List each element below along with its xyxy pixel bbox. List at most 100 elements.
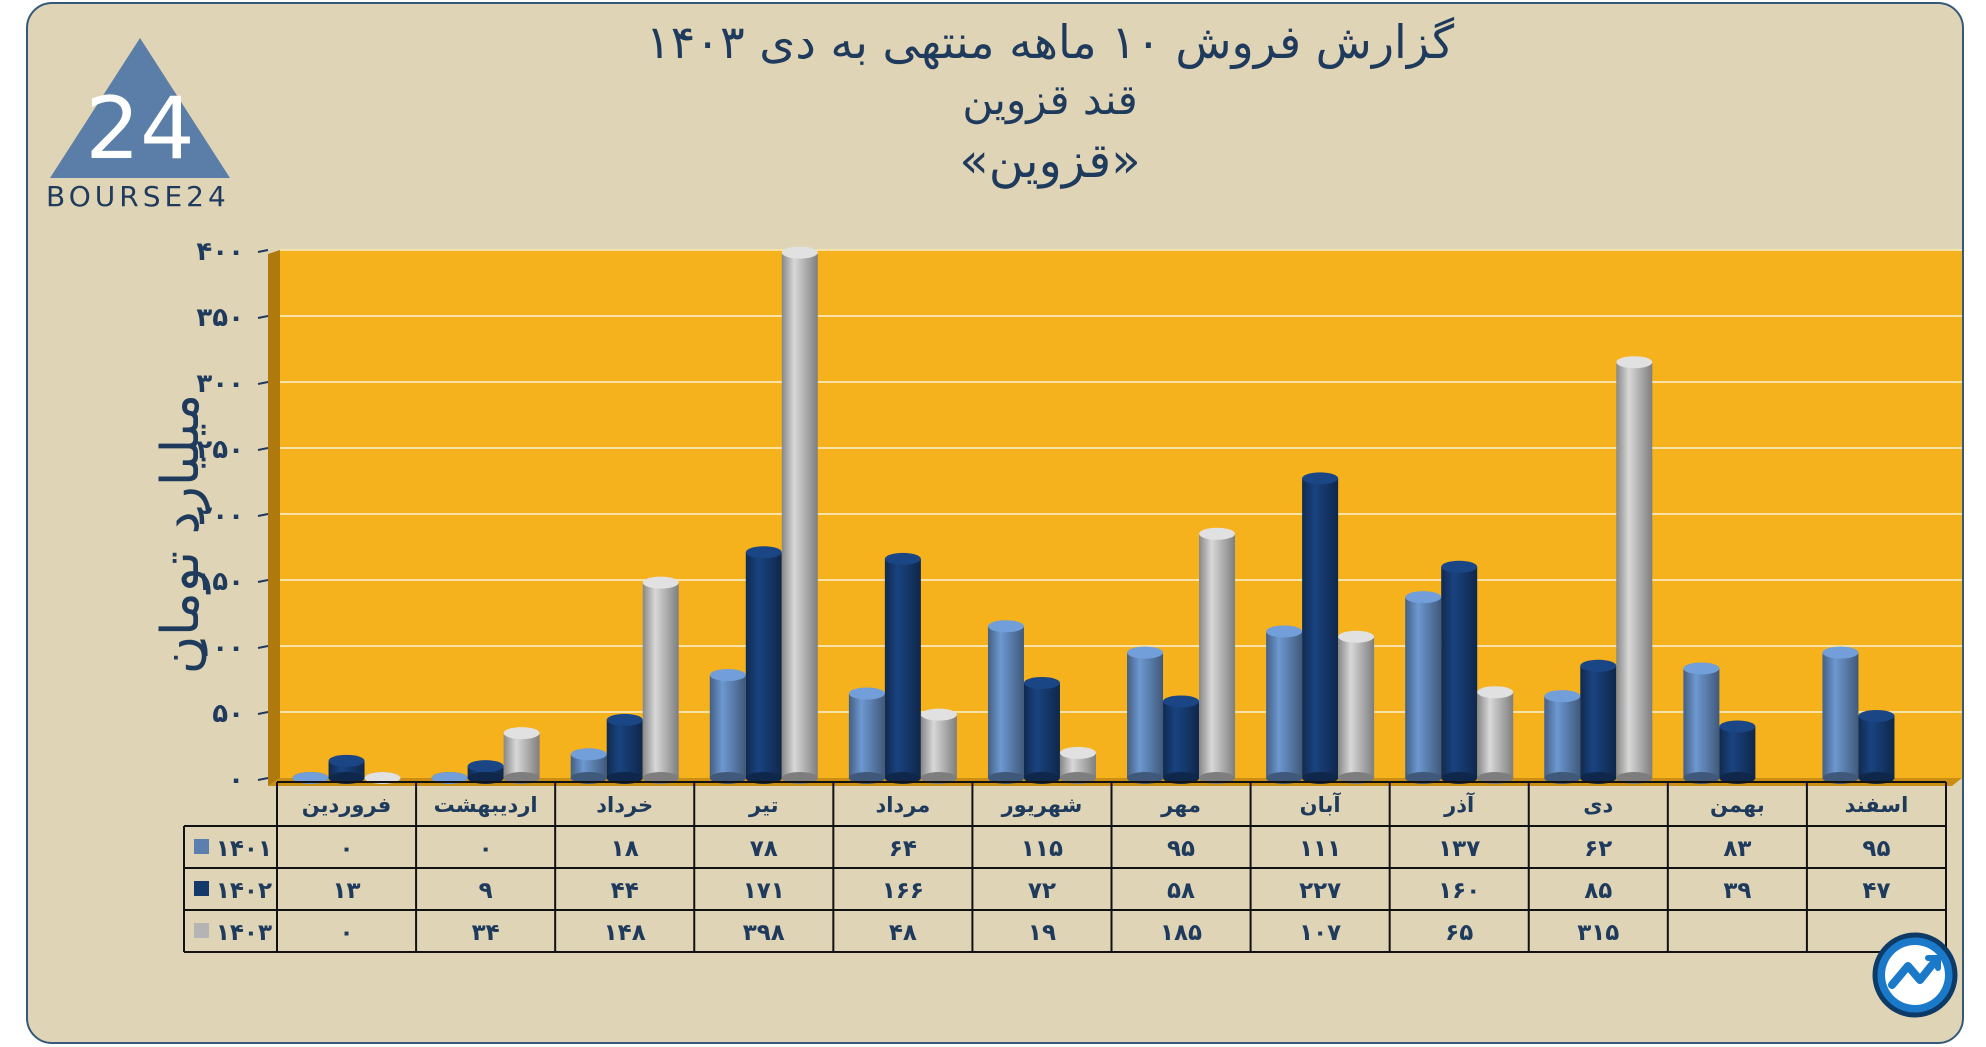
data-label: ۶۵ bbox=[1445, 920, 1473, 946]
data-label: ۱۰۷ bbox=[1299, 920, 1341, 946]
category-label: فروردین bbox=[302, 793, 392, 817]
bar-۱۴۰۳ bbox=[781, 246, 818, 784]
data-label: ۶۲ bbox=[1584, 836, 1612, 862]
legend-label: ۱۴۰۳ bbox=[216, 920, 272, 946]
bar-۱۴۰۲ bbox=[884, 552, 921, 784]
logo-mark: 24 bbox=[85, 79, 194, 179]
y-tick-mark bbox=[257, 447, 269, 451]
bar-۱۴۰۱ bbox=[987, 620, 1024, 784]
category-label: اردیبهشت bbox=[434, 793, 538, 817]
chart-title: گزارش فروش ۱۰ ماهه منتهی به دی ۱۴۰۳ bbox=[645, 15, 1455, 69]
data-label: ۱۷۱ bbox=[743, 878, 785, 904]
y-tick-label: ۲۵۰ bbox=[196, 435, 244, 465]
company-name: قند قزوین bbox=[962, 75, 1138, 124]
data-label: ۹ bbox=[479, 878, 493, 904]
data-label: ۳۹۸ bbox=[743, 920, 785, 946]
plot-left-wall bbox=[268, 250, 280, 786]
data-label: ۵۸ bbox=[1167, 878, 1195, 904]
data-label: ۱۳۷ bbox=[1438, 836, 1480, 862]
data-label: ۱۱۱ bbox=[1299, 836, 1341, 862]
bourse24-logo-icon: 24 bbox=[50, 38, 230, 179]
bar-۱۴۰۱ bbox=[1544, 690, 1581, 784]
y-tick-label: ۵۰ bbox=[212, 699, 244, 729]
y-tick-mark bbox=[257, 513, 269, 517]
bar-۱۴۰۱ bbox=[709, 669, 746, 784]
bar-۱۴۰۲ bbox=[1302, 472, 1339, 784]
category-label: مهر bbox=[1160, 793, 1201, 817]
data-table: فروردین اردیبهشت خرداد تیر مرداد شهریور مهر آبا… bbox=[183, 781, 1947, 953]
category-label: شهریور bbox=[1001, 793, 1083, 817]
logo-text: BOURSE24 bbox=[46, 180, 230, 213]
data-label: ۹۵ bbox=[1862, 836, 1890, 862]
bar-۱۴۰۲ bbox=[1580, 659, 1617, 784]
bar-۱۴۰۳ bbox=[1338, 630, 1375, 784]
bar-۱۴۰۲ bbox=[1441, 560, 1478, 784]
data-label: ۶۴ bbox=[889, 836, 917, 862]
trend-arrow-circle-icon[interactable] bbox=[1870, 930, 1960, 1020]
data-label: ۱۳ bbox=[333, 878, 361, 904]
category-label: تیر bbox=[748, 793, 779, 817]
bar-۱۴۰۱ bbox=[848, 687, 885, 784]
category-label: آذر bbox=[1443, 792, 1475, 817]
y-tick-label: ۱۰۰ bbox=[196, 633, 244, 663]
bar-۱۴۰۳ bbox=[1199, 527, 1236, 784]
y-tick-mark bbox=[257, 249, 269, 253]
y-tick-label: ۲۰۰ bbox=[196, 501, 244, 531]
bar-۱۴۰۱ bbox=[570, 748, 607, 784]
y-tick-label: ۰ bbox=[228, 765, 244, 795]
bar-۱۴۰۳ bbox=[642, 576, 679, 784]
data-label: ۰ bbox=[479, 836, 493, 862]
data-label: ۱۹ bbox=[1028, 920, 1056, 946]
y-tick-mark bbox=[257, 579, 269, 583]
data-label: ۴۴ bbox=[611, 878, 639, 904]
y-tick-mark bbox=[257, 645, 269, 649]
data-label: ۱۸۵ bbox=[1160, 920, 1202, 946]
data-label: ۷۲ bbox=[1028, 878, 1056, 904]
category-label: اسفند bbox=[1845, 793, 1909, 817]
category-label: خرداد bbox=[596, 793, 653, 817]
bar-۱۴۰۳ bbox=[1059, 746, 1096, 784]
y-tick-label: ۱۵۰ bbox=[196, 567, 244, 597]
bar-۱۴۰۱ bbox=[1266, 625, 1303, 784]
bar-۱۴۰۳ bbox=[1616, 356, 1653, 784]
data-label: ۳۱۵ bbox=[1577, 920, 1619, 946]
bar-۱۴۰۳ bbox=[1477, 686, 1514, 784]
y-tick-label: ۳۰۰ bbox=[196, 369, 244, 399]
data-label: ۱۶۰ bbox=[1438, 878, 1480, 904]
data-label: ۳۹ bbox=[1723, 878, 1751, 904]
category-label: بهمن bbox=[1710, 793, 1765, 817]
y-tick-mark bbox=[257, 381, 269, 385]
legend-key-۱۴۰۱ bbox=[194, 839, 209, 854]
data-label: ۸۵ bbox=[1584, 878, 1612, 904]
bar-۱۴۰۲ bbox=[328, 754, 365, 784]
legend-key-۱۴۰۳ bbox=[194, 923, 209, 938]
bar-۱۴۰۱ bbox=[1127, 646, 1164, 784]
data-label: ۰ bbox=[340, 836, 354, 862]
bar-۱۴۰۲ bbox=[745, 546, 782, 784]
bar-۱۴۰۲ bbox=[1023, 676, 1060, 784]
legend-label: ۱۴۰۲ bbox=[216, 878, 272, 904]
category-label: دی bbox=[1583, 793, 1613, 817]
data-label: ۱۴۸ bbox=[604, 920, 646, 946]
data-label: ۰ bbox=[340, 920, 354, 946]
y-tick-label: ۴۰۰ bbox=[196, 237, 244, 267]
bar-۱۴۰۱ bbox=[1683, 662, 1720, 784]
legend-key-۱۴۰۲ bbox=[194, 881, 209, 896]
chart-title-block: گزارش فروش ۱۰ ماهه منتهی به دی ۱۴۰۳ قند … bbox=[600, 12, 1500, 194]
data-label: ۱۸ bbox=[611, 836, 639, 862]
bar-۱۴۰۲ bbox=[606, 713, 643, 784]
bar-۱۴۰۲ bbox=[467, 760, 504, 784]
data-label: ۱۱۵ bbox=[1021, 836, 1063, 862]
data-label: ۳۴ bbox=[472, 920, 500, 946]
bar-۱۴۰۲ bbox=[1858, 709, 1895, 784]
legend-label: ۱۴۰۱ bbox=[216, 836, 272, 862]
data-label: ۷۸ bbox=[750, 836, 778, 862]
data-label: ۹۵ bbox=[1167, 836, 1195, 862]
bar-۱۴۰۳ bbox=[920, 708, 957, 784]
category-label: آبان bbox=[1300, 792, 1342, 817]
y-axis-title: میلیارد تومان bbox=[151, 394, 211, 674]
ticker-symbol: «قزوین» bbox=[959, 133, 1141, 189]
data-label: ۱۶۶ bbox=[882, 878, 924, 904]
data-label: ۴۸ bbox=[889, 920, 917, 946]
